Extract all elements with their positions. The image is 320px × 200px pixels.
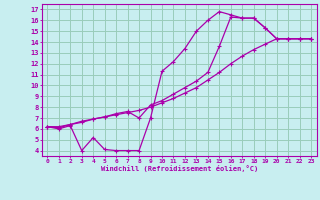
X-axis label: Windchill (Refroidissement éolien,°C): Windchill (Refroidissement éolien,°C) xyxy=(100,165,258,172)
